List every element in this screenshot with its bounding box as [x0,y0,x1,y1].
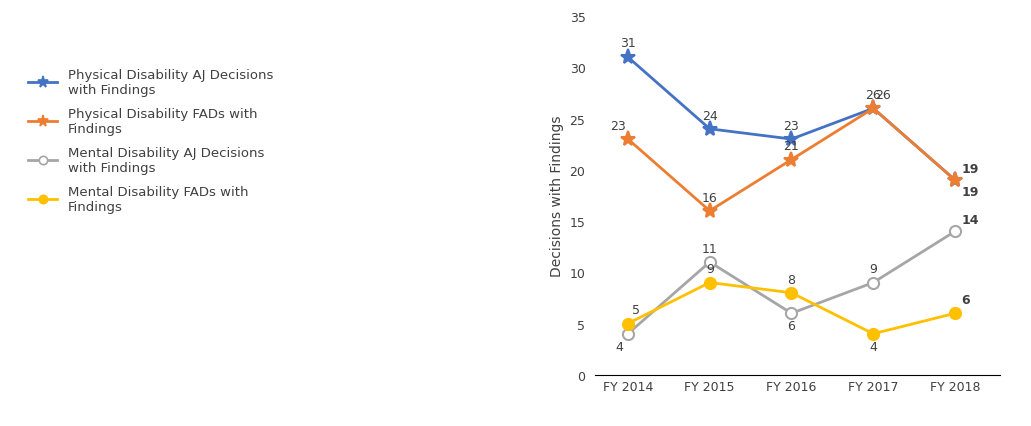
Text: 5: 5 [632,304,640,317]
Text: 26: 26 [875,89,891,102]
Text: 21: 21 [784,140,799,153]
Legend: Physical Disability AJ Decisions
with Findings, Physical Disability FADs with
Fi: Physical Disability AJ Decisions with Fi… [28,69,273,214]
Text: 6: 6 [962,294,970,306]
Text: 11: 11 [702,242,718,255]
Text: 16: 16 [702,191,718,204]
Y-axis label: Decisions with Findings: Decisions with Findings [550,115,564,276]
Text: 9: 9 [869,263,877,276]
Text: 4: 4 [616,340,624,353]
Text: 23: 23 [610,120,626,132]
Text: 6: 6 [788,320,796,333]
Text: 4: 4 [869,340,877,353]
Text: 14: 14 [962,214,979,227]
Text: 19: 19 [962,163,979,176]
Text: 24: 24 [702,109,718,122]
Text: 23: 23 [784,120,799,132]
Text: 26: 26 [865,89,882,102]
Text: 8: 8 [788,273,796,286]
Text: 9: 9 [706,263,713,276]
Text: 31: 31 [620,37,636,50]
Text: 19: 19 [962,186,979,199]
